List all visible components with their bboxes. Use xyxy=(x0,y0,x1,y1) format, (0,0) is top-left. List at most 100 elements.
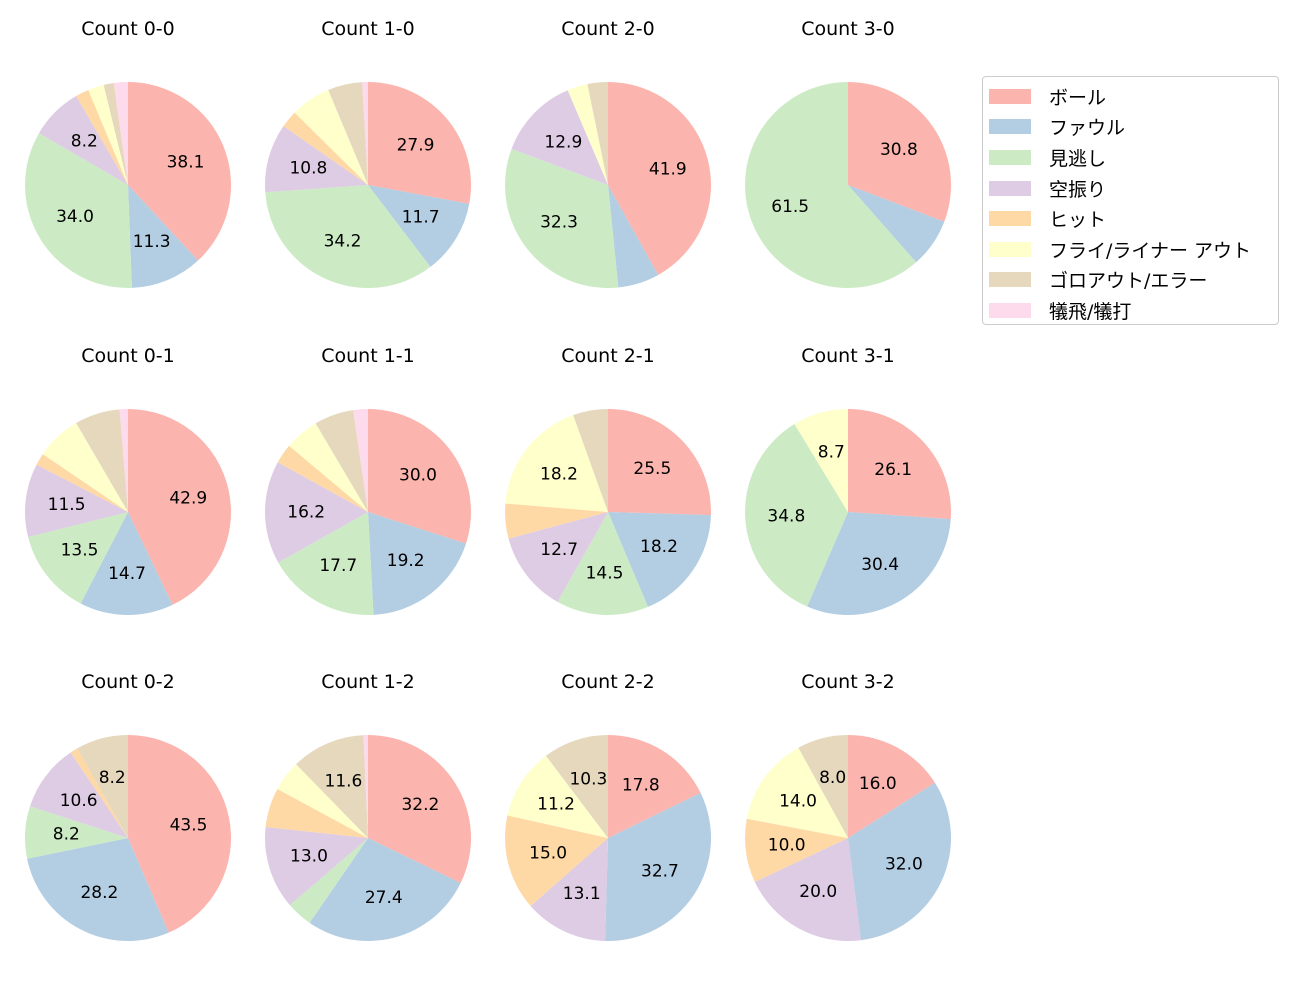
slice-label: 25.5 xyxy=(633,459,671,479)
pie-slice xyxy=(315,410,368,512)
pie-slice xyxy=(277,445,368,512)
pie-title: Count 1-1 xyxy=(321,345,415,367)
pie-slice xyxy=(505,415,608,512)
pie-slice xyxy=(80,512,173,615)
pie-slice xyxy=(505,815,608,906)
slice-label: 30.0 xyxy=(399,466,437,486)
slice-label: 8.2 xyxy=(99,768,126,788)
slice-label: 27.4 xyxy=(365,888,403,908)
pie-slice xyxy=(530,838,608,941)
slice-label: 30.4 xyxy=(861,555,899,575)
legend-label: ファウル xyxy=(1049,117,1126,140)
pie-slice xyxy=(848,409,951,520)
slice-label: 12.7 xyxy=(540,540,578,560)
slice-label: 8.2 xyxy=(71,131,98,151)
legend-item: 見逃し xyxy=(989,142,1278,173)
slice-label: 11.6 xyxy=(325,771,363,791)
pie-count-0-0: Count 0-0 38.1 11.3 34.0 8.2 xyxy=(25,18,232,288)
slice-label: 17.7 xyxy=(319,556,357,576)
pie-slice xyxy=(328,82,368,185)
slice-label: 32.2 xyxy=(401,795,439,815)
pie-count-3-1: Count 3-1 26.1 30.4 34.8 8.7 xyxy=(744,345,951,615)
slice-label: 10.3 xyxy=(569,769,607,789)
pie-slice xyxy=(277,764,368,838)
legend-label: ボール xyxy=(1049,86,1107,109)
slice-label: 14.0 xyxy=(779,792,817,812)
pie-slice xyxy=(745,818,848,882)
pie-slice xyxy=(39,96,129,185)
pie-slice xyxy=(745,82,917,288)
slice-label: 34.2 xyxy=(324,231,362,251)
legend-item: 犠飛/犠打 xyxy=(989,295,1278,326)
slice-label: 18.2 xyxy=(640,537,678,557)
pie-slice xyxy=(294,89,368,185)
pie-slice xyxy=(807,512,951,615)
slice-label: 18.2 xyxy=(540,464,578,484)
pie-slice xyxy=(848,185,945,263)
pie-title: Count 1-2 xyxy=(321,671,415,693)
pie-slice xyxy=(848,735,935,838)
pie-slice xyxy=(265,185,431,288)
pie-slice xyxy=(605,792,711,942)
slice-label: 30.8 xyxy=(880,140,918,160)
pie-title: Count 0-2 xyxy=(81,671,175,693)
pie-title: Count 2-1 xyxy=(561,345,655,367)
pie-slice xyxy=(30,752,128,838)
pie-slice xyxy=(289,423,368,512)
pie-slice xyxy=(25,464,129,537)
slice-label: 43.5 xyxy=(170,816,208,836)
slice-label: 14.5 xyxy=(586,564,624,584)
pie-slice xyxy=(128,185,199,288)
legend-swatch xyxy=(989,149,1031,165)
slice-label: 26.1 xyxy=(874,460,912,480)
slice-label: 13.1 xyxy=(563,884,601,904)
pie-slice xyxy=(265,126,368,193)
slice-label: 8.2 xyxy=(53,825,80,845)
pie-slice xyxy=(278,512,374,616)
legend-label: フライ/ライナー アウト xyxy=(1049,239,1252,262)
legend-swatch xyxy=(989,211,1031,227)
pie-slice xyxy=(128,82,232,261)
slice-label: 10.8 xyxy=(289,159,327,179)
pie-slice xyxy=(848,782,951,941)
slice-label: 42.9 xyxy=(169,488,207,508)
slice-label: 32.3 xyxy=(540,213,578,233)
slice-label: 61.5 xyxy=(771,197,809,217)
pie-slice xyxy=(309,838,461,941)
pie-slice xyxy=(746,747,848,838)
pie-count-2-2: Count 2-2 17.8 32.7 13.1 15.0 11.2 10.3 xyxy=(505,671,711,942)
pie-slice xyxy=(119,409,128,512)
slice-label: 38.1 xyxy=(167,152,205,172)
slice-label: 16.2 xyxy=(287,502,325,522)
pie-count-1-0: Count 1-0 27.9 11.7 34.2 10.8 xyxy=(265,18,471,288)
pie-title: Count 3-2 xyxy=(801,671,895,693)
pie-slice xyxy=(798,735,848,838)
pie-slice xyxy=(744,424,848,607)
pie-slice xyxy=(608,735,701,838)
pie-count-0-1: Count 0-1 42.9 14.7 13.5 11.5 xyxy=(25,345,232,615)
pie-slice xyxy=(76,89,128,185)
pie-slice xyxy=(848,82,952,222)
pie-slice xyxy=(368,82,471,204)
pie-slice xyxy=(754,838,861,941)
pie-slice xyxy=(608,185,659,288)
pie-slice xyxy=(794,409,848,512)
legend-label: 空振り xyxy=(1049,178,1107,201)
pie-slice xyxy=(508,512,608,602)
slice-label: 28.2 xyxy=(80,883,118,903)
pie-slice xyxy=(368,185,470,267)
pie-slice xyxy=(587,82,608,185)
pie-slice xyxy=(113,82,128,185)
pie-slice xyxy=(265,827,368,906)
legend-swatch xyxy=(989,302,1031,318)
pie-slice xyxy=(507,755,608,838)
legend-swatch xyxy=(989,272,1031,288)
pie-slice xyxy=(103,82,128,185)
slice-label: 16.0 xyxy=(859,774,897,794)
pie-slice xyxy=(296,735,368,838)
pie-title: Count 0-1 xyxy=(81,345,175,367)
slice-label: 8.7 xyxy=(818,442,845,462)
pie-title: Count 0-0 xyxy=(81,18,175,40)
